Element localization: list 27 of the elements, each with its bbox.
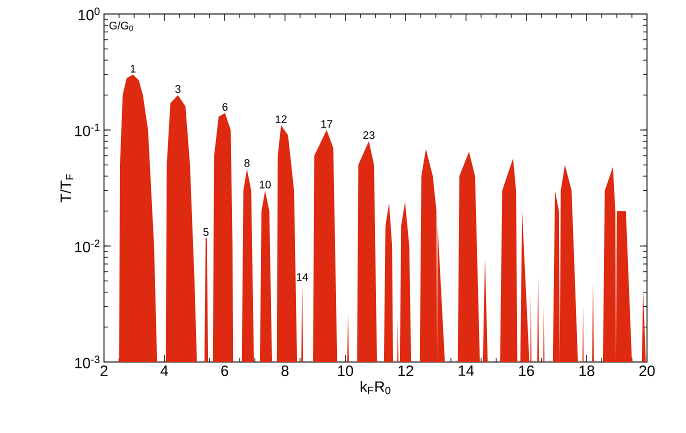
annotation: G/G$_{0}$	[109, 21, 133, 32]
x-tick-label: 4	[160, 366, 168, 376]
x-tick-label: 18	[580, 366, 594, 376]
y-tick-label: 10$^{-1}$	[75, 124, 100, 136]
annotation: 14	[296, 273, 308, 281]
y-axis-title: T/T$_{F}$	[60, 174, 74, 202]
y-tick-label: 10$^{0}$	[78, 8, 100, 20]
annotation: 23	[363, 131, 374, 140]
y-tick-label: 10$^{-2}$	[75, 240, 100, 252]
annotation: 1	[130, 64, 136, 72]
x-tick-label: 20	[639, 366, 655, 376]
x-axis-title: k$_{F}$R$_{0}$	[360, 380, 390, 394]
annotation: 12	[276, 115, 287, 124]
x-tick-label: 14	[458, 366, 474, 376]
x-tick-label: 12	[398, 366, 414, 376]
x-tick-label: 10	[338, 366, 354, 376]
annotation: 6	[222, 103, 228, 111]
x-tick-label: 16	[519, 366, 534, 376]
y-tick-label: 10$^{-3}$	[75, 356, 100, 368]
annotation: 8	[244, 159, 250, 167]
annotation: 10	[260, 180, 271, 188]
x-tick-label: 6	[221, 366, 228, 376]
x-tick-label: 2	[100, 366, 108, 376]
annotation: 3	[175, 85, 180, 93]
annotation: 17	[321, 120, 332, 128]
annotation: 5	[203, 228, 209, 236]
x-tick-label: 8	[282, 366, 289, 376]
